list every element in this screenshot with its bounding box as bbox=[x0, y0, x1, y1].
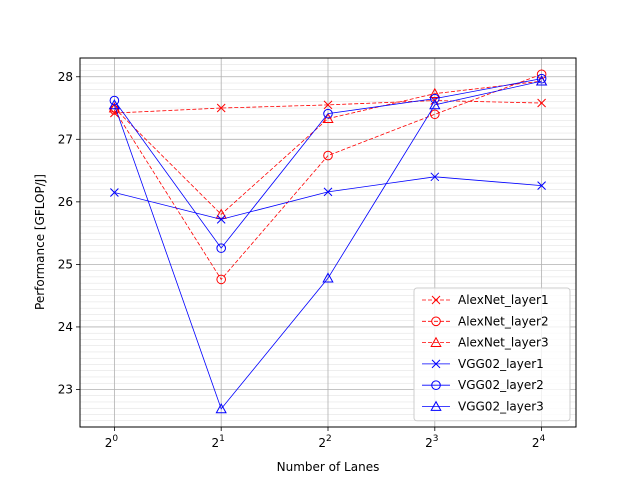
x-tick-label: 20 bbox=[105, 434, 119, 450]
x-tick-base: 2 bbox=[532, 436, 540, 450]
data-point bbox=[536, 69, 547, 80]
x-tick-exponent: 1 bbox=[219, 434, 225, 444]
legend-label: AlexNet_layer2 bbox=[458, 314, 549, 328]
data-point bbox=[536, 73, 547, 84]
legend-label: VGG02_layer3 bbox=[458, 400, 544, 414]
series-line bbox=[114, 80, 542, 215]
legend-label: VGG02_layer1 bbox=[458, 357, 544, 371]
data-point bbox=[430, 93, 440, 104]
legend-item: AlexNet_layer3 bbox=[422, 336, 549, 350]
data-point bbox=[323, 108, 333, 119]
series-VGG02_layer3 bbox=[108, 75, 548, 414]
data-point bbox=[108, 99, 121, 110]
data-point bbox=[323, 150, 333, 161]
y-tick-label: 23 bbox=[58, 382, 73, 396]
legend-marker bbox=[431, 359, 441, 369]
x-tick-exponent: 2 bbox=[326, 434, 332, 444]
x-tick-base: 2 bbox=[425, 436, 433, 450]
series-VGG02_layer2 bbox=[109, 73, 547, 253]
data-point bbox=[322, 112, 334, 124]
data-point bbox=[430, 109, 440, 120]
data-point bbox=[429, 87, 441, 98]
legend: AlexNet_layer1 AlexNet_layer2 AlexNet_laye… bbox=[413, 287, 571, 422]
data-point bbox=[216, 274, 226, 285]
legend-item: AlexNet_layer2 bbox=[422, 314, 549, 328]
series-line bbox=[114, 73, 542, 281]
y-tick-label: 28 bbox=[58, 70, 73, 84]
legend-item: VGG02_layer2 bbox=[422, 378, 544, 392]
legend-label: VGG02_layer2 bbox=[458, 378, 544, 392]
data-point bbox=[109, 95, 120, 106]
x-tick-label: 22 bbox=[318, 434, 331, 450]
series-line bbox=[114, 78, 542, 249]
x-tick-base: 2 bbox=[105, 436, 113, 450]
x-tick-label: 21 bbox=[212, 434, 225, 450]
x-axis: 20 21 22 23 24 bbox=[105, 427, 546, 450]
x-tick-label: 23 bbox=[425, 434, 438, 450]
data-point bbox=[110, 188, 119, 197]
data-point bbox=[430, 172, 440, 182]
data-point bbox=[537, 98, 546, 108]
y-tick-label: 27 bbox=[58, 132, 73, 146]
y-tick-label: 24 bbox=[58, 320, 73, 334]
legend-label: AlexNet_layer1 bbox=[458, 293, 549, 307]
y-axis: 23 24 25 26 27 28 bbox=[58, 70, 80, 396]
data-point bbox=[216, 243, 226, 253]
data-point bbox=[537, 181, 546, 190]
legend-box bbox=[413, 287, 571, 422]
data-point bbox=[535, 75, 548, 86]
legend-item: AlexNet_layer1 bbox=[422, 293, 549, 307]
x-tick-exponent: 0 bbox=[112, 434, 118, 444]
legend-marker bbox=[430, 336, 442, 347]
legend-label: AlexNet_layer3 bbox=[458, 336, 549, 350]
data-point bbox=[323, 100, 333, 110]
data-point bbox=[108, 102, 121, 113]
data-point bbox=[215, 403, 227, 414]
data-point bbox=[429, 99, 441, 110]
series-line bbox=[114, 80, 542, 410]
legend-marker bbox=[431, 380, 441, 391]
legend-marker bbox=[431, 316, 441, 327]
y-tick-label: 25 bbox=[58, 257, 73, 271]
legend-item: VGG02_layer3 bbox=[422, 400, 544, 414]
legend-marker bbox=[431, 295, 441, 305]
x-tick-exponent: 4 bbox=[540, 434, 546, 444]
data-point bbox=[216, 103, 226, 113]
y-tick-label: 26 bbox=[58, 195, 73, 209]
y-axis-title: Performance [GFLOP/J] bbox=[33, 174, 47, 310]
data-point bbox=[322, 272, 334, 283]
data-point bbox=[323, 187, 333, 197]
x-tick-label: 24 bbox=[532, 434, 546, 450]
series-VGG02_layer1 bbox=[110, 172, 546, 224]
data-point bbox=[215, 208, 227, 219]
x-tick-base: 2 bbox=[318, 436, 326, 450]
x-axis-title: Number of Lanes bbox=[277, 460, 380, 474]
major-grid bbox=[80, 58, 576, 427]
series-layer bbox=[108, 69, 548, 414]
data-point bbox=[216, 215, 226, 224]
x-tick-base: 2 bbox=[212, 436, 220, 450]
legend-marker bbox=[430, 400, 442, 411]
x-tick-exponent: 3 bbox=[433, 434, 439, 444]
legend-item: VGG02_layer1 bbox=[422, 357, 544, 371]
